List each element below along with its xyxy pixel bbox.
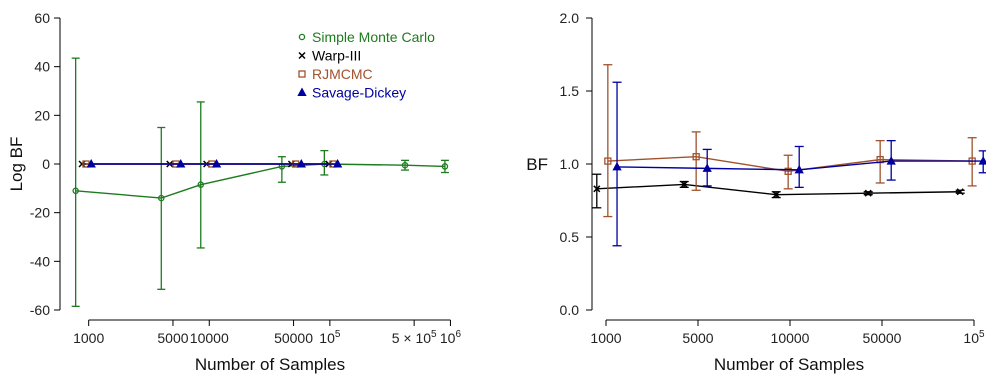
data-point	[978, 156, 986, 165]
x-tick-label-exponent: 5	[431, 329, 437, 340]
x-tick-label: 10000	[771, 330, 810, 346]
data-point	[197, 181, 205, 188]
series-rjmcmc	[603, 64, 977, 218]
data-point	[702, 163, 712, 172]
x-tick-label: 50000	[863, 330, 902, 346]
data-point	[612, 161, 622, 171]
legend-entry: RJMCMC	[312, 66, 373, 82]
data-point	[692, 153, 700, 161]
legend-marker	[298, 70, 306, 78]
data-point	[886, 156, 896, 165]
y-tick-label: -60	[30, 302, 50, 318]
y-tick-label: 0.5	[560, 229, 580, 245]
data-point	[794, 164, 804, 174]
x-tick-label: 50000	[274, 330, 313, 346]
x-tick-label: 106	[440, 329, 462, 346]
x-axis-title: Number of Samples	[195, 355, 345, 374]
x-tick-label-base: 1000	[590, 330, 621, 346]
legend-entry: Savage-Dickey	[312, 85, 406, 101]
x-tick-label-base: 5 × 10	[392, 330, 432, 346]
legend-marker	[298, 51, 306, 60]
y-tick-label: 0.0	[560, 302, 580, 318]
y-tick-label: 2.0	[560, 10, 580, 26]
data-point	[86, 158, 96, 168]
y-tick-label: 40	[34, 59, 50, 75]
x-axis-title: Number of Samples	[714, 355, 864, 374]
y-axis-title: Log BF	[7, 137, 26, 192]
y-tick-label: 20	[34, 107, 50, 123]
data-point	[784, 167, 792, 175]
x-tick-label: 5000	[157, 330, 188, 346]
x-tick-label-base: 5000	[682, 330, 713, 346]
data-point	[956, 188, 964, 196]
y-axis-title: BF	[526, 155, 548, 174]
data-point	[332, 158, 343, 168]
y-tick-label: 1.5	[560, 83, 580, 99]
legend-entry: Warp-III	[312, 48, 361, 64]
x-tick-label-exponent: 5	[335, 329, 341, 340]
x-tick-label: 10000	[190, 330, 229, 346]
x-tick-label: 5000	[682, 330, 713, 346]
y-tick-label: 60	[34, 10, 50, 26]
series-line	[75, 163, 445, 199]
data-point	[211, 158, 222, 168]
x-tick-label-base: 10	[440, 330, 456, 346]
x-tick-label-base: 10	[963, 330, 979, 346]
x-tick-label-base: 50000	[274, 330, 313, 346]
series-savage-dickey	[612, 81, 986, 247]
x-tick-label-base: 10000	[190, 330, 229, 346]
data-point	[772, 191, 780, 199]
legend: Simple Monte Carlo Warp-III RJMCMC Savage-D…	[297, 29, 435, 101]
x-tick-label-exponent: 6	[455, 329, 461, 340]
x-tick-label-base: 5000	[157, 330, 188, 346]
series-warp-iii	[592, 173, 965, 209]
data-point	[680, 180, 688, 188]
data-point	[604, 157, 612, 165]
series-savage-dickey	[86, 158, 343, 168]
legend-marker	[298, 33, 306, 41]
legend-entry: Simple Monte Carlo	[312, 29, 435, 45]
data-point	[401, 161, 409, 169]
x-tick-label: 5 × 105	[392, 329, 437, 346]
data-point	[158, 194, 165, 202]
x-tick-label-base: 1000	[73, 330, 104, 346]
y-tick-label: 0	[42, 156, 50, 172]
data-point	[593, 185, 601, 193]
x-tick-label-base: 10	[319, 330, 335, 346]
x-tick-label: 105	[963, 329, 985, 346]
x-tick-label: 105	[319, 329, 341, 346]
legend-marker	[297, 87, 307, 96]
data-point	[864, 189, 872, 197]
right-panel-bf: 0.0 0.5 1.0 1.5 2.0 1000 5000 10000 50000 105 Numb…	[526, 10, 986, 374]
x-tick-label-base: 50000	[863, 330, 902, 346]
y-tick-label: -40	[30, 253, 50, 269]
data-point	[441, 163, 449, 170]
data-point	[296, 158, 306, 168]
data-point	[176, 158, 186, 168]
data-point	[72, 187, 79, 195]
x-tick-label: 1000	[590, 330, 621, 346]
data-point	[78, 160, 86, 168]
x-tick-label: 1000	[73, 330, 104, 346]
x-tick-label-base: 10000	[771, 330, 810, 346]
y-tick-label: -20	[30, 205, 50, 221]
x-tick-label-exponent: 5	[979, 329, 985, 340]
y-tick-label: 1.0	[560, 156, 580, 172]
